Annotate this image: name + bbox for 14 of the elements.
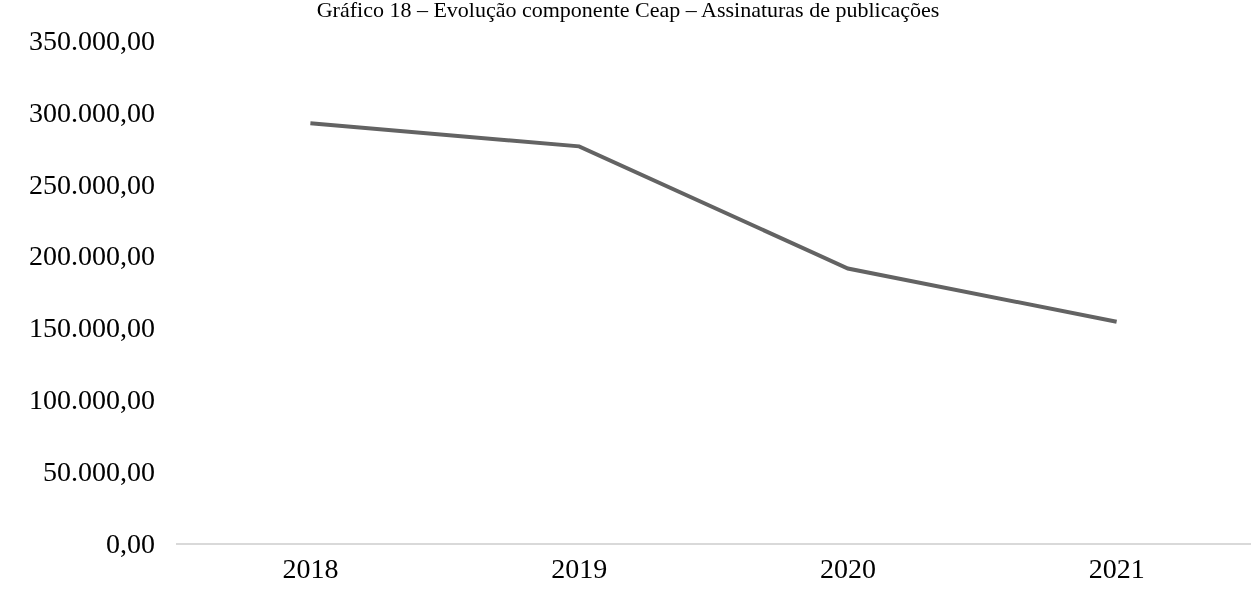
x-tick-label: 2021 (1088, 553, 1145, 585)
y-tick-label: 50.000,00 (43, 455, 155, 487)
x-tick-label: 2020 (819, 553, 876, 585)
y-tick-label: 0,00 (106, 527, 155, 559)
y-tick-label: 100.000,00 (29, 384, 155, 416)
y-tick-label: 200.000,00 (29, 240, 155, 272)
y-tick-label: 350.000,00 (29, 24, 155, 56)
chart-title: Gráfico 18 – Evolução componente Ceap – Assinaturas de publicações (316, 0, 940, 22)
x-tick-label: 2018 (282, 553, 339, 585)
x-tick-label: 2019 (551, 553, 608, 585)
y-tick-label: 250.000,00 (29, 168, 155, 200)
y-tick-label: 300.000,00 (29, 96, 155, 128)
line-series (308, 121, 1119, 324)
y-tick-label: 150.000,00 (29, 312, 155, 344)
